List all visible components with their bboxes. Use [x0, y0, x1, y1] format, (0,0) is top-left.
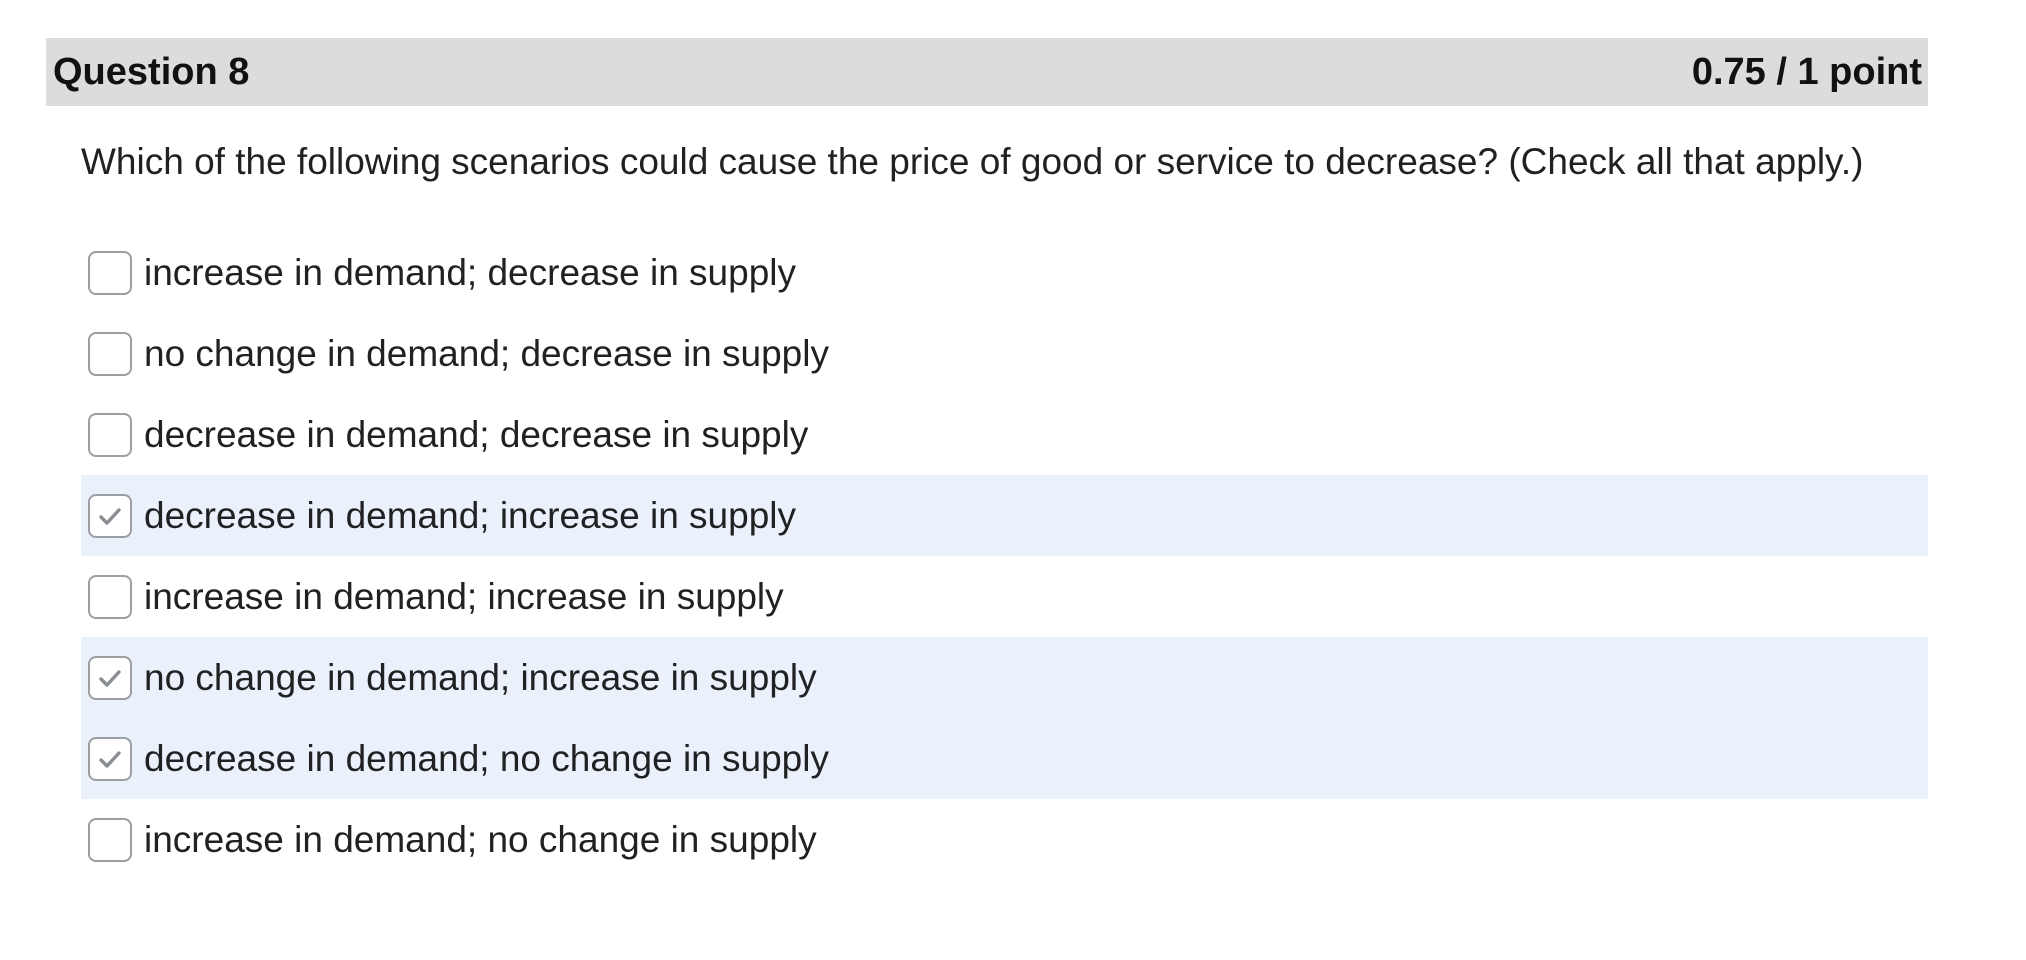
checkmark-icon — [99, 750, 121, 768]
options-list: increase in demand; decrease in supply n… — [81, 232, 1928, 880]
option-row[interactable]: increase in demand; no change in supply — [81, 799, 1928, 880]
option-checkbox[interactable] — [88, 331, 132, 376]
question-body: Which of the following scenarios could c… — [46, 134, 1928, 880]
option-row[interactable]: no change in demand; decrease in supply — [81, 313, 1928, 394]
question-prompt: Which of the following scenarios could c… — [81, 141, 1864, 182]
option-row[interactable]: increase in demand; decrease in supply — [81, 232, 1928, 313]
option-label: decrease in demand; no change in supply — [144, 737, 829, 779]
option-label: decrease in demand; increase in supply — [144, 494, 796, 536]
option-checkbox[interactable] — [88, 574, 132, 619]
option-checkbox[interactable] — [88, 817, 132, 862]
option-label: increase in demand; decrease in supply — [144, 251, 796, 293]
option-row[interactable]: decrease in demand; decrease in supply — [81, 394, 1928, 475]
option-row[interactable]: increase in demand; increase in supply — [81, 556, 1928, 637]
option-checkbox[interactable] — [88, 493, 132, 538]
option-row[interactable]: decrease in demand; no change in supply — [81, 718, 1928, 799]
option-label: no change in demand; decrease in supply — [144, 332, 829, 374]
question-card: Question 8 0.75 / 1 point Which of the f… — [46, 38, 1928, 880]
option-row[interactable]: decrease in demand; increase in supply — [81, 475, 1928, 556]
option-checkbox[interactable] — [88, 736, 132, 781]
option-checkbox[interactable] — [88, 250, 132, 295]
option-label: decrease in demand; decrease in supply — [144, 413, 809, 455]
option-checkbox[interactable] — [88, 412, 132, 457]
option-label: increase in demand; no change in supply — [144, 818, 817, 860]
option-checkbox[interactable] — [88, 655, 132, 700]
question-score: 0.75 / 1 point — [1691, 50, 1922, 93]
question-header: Question 8 0.75 / 1 point — [46, 38, 1928, 106]
option-row[interactable]: no change in demand; increase in supply — [81, 637, 1928, 718]
option-label: no change in demand; increase in supply — [144, 656, 817, 698]
option-label: increase in demand; increase in supply — [144, 575, 784, 617]
checkmark-icon — [99, 507, 121, 525]
question-title: Question 8 — [53, 50, 250, 93]
checkmark-icon — [99, 669, 121, 687]
